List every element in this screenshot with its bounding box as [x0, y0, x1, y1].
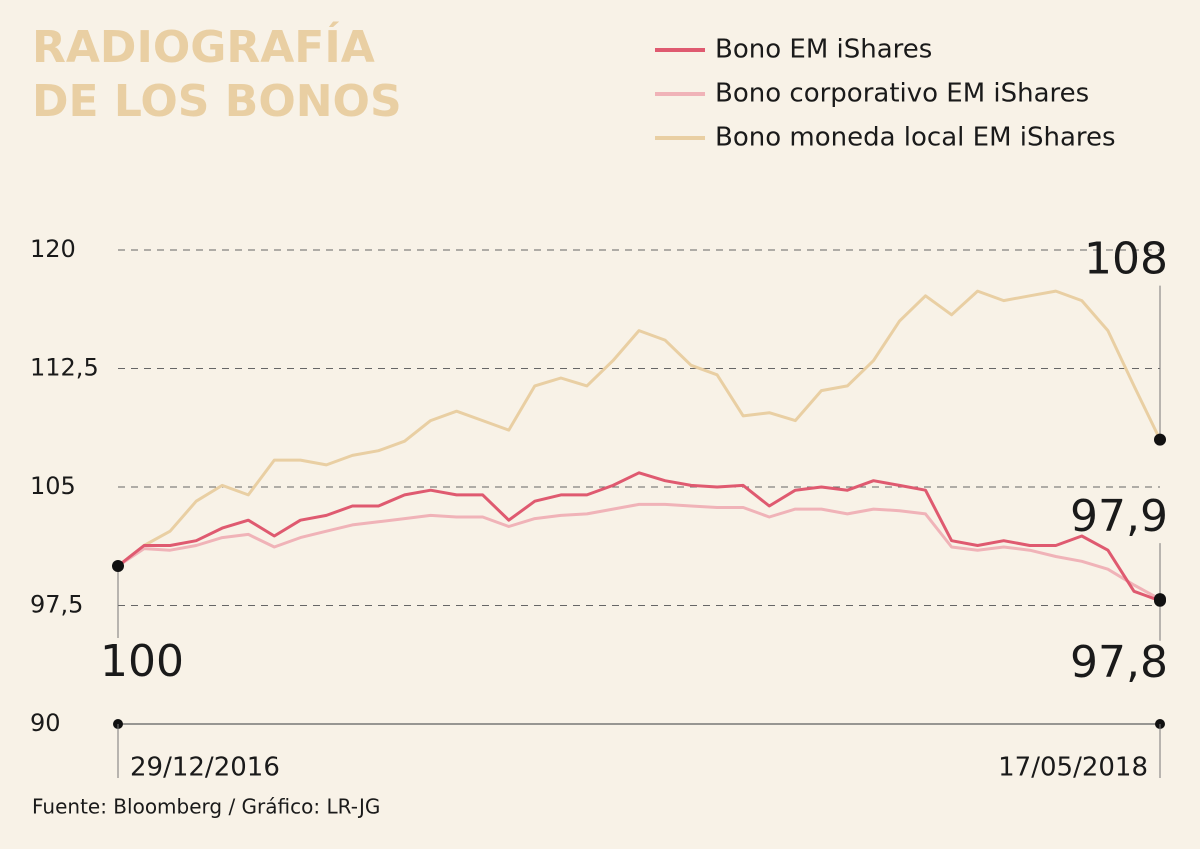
legend-label: Bono moneda local EM iShares: [715, 123, 1116, 153]
y-tick-label: 97,5: [30, 591, 83, 619]
legend-label: Bono corporativo EM iShares: [715, 79, 1089, 109]
y-tick-label: 105: [30, 472, 76, 500]
label-dot: [1154, 433, 1166, 446]
series-line: [117, 289, 1162, 568]
start-label: 100: [100, 636, 184, 687]
series-line: [117, 502, 1161, 601]
source: Fuente: Bloomberg / Gráfico: LR-JG: [32, 795, 380, 819]
end-label: 108: [1084, 234, 1168, 285]
end-label: 97,9: [1070, 491, 1168, 542]
label-dot: [1154, 594, 1166, 607]
x-tick-label: 29/12/2016: [130, 753, 280, 783]
series-line: [117, 471, 1161, 603]
chart-title: RADIOGRAFÍA: [32, 20, 375, 73]
label-dot: [112, 560, 124, 572]
x-tick-label: 17/05/2018: [998, 753, 1148, 783]
y-tick-label: 112,5: [30, 354, 99, 382]
y-tick-label: 90: [30, 709, 61, 737]
y-tick-label: 120: [30, 235, 76, 263]
chart-title: DE LOS BONOS: [32, 76, 402, 127]
legend-label: Bono EM iShares: [715, 35, 932, 65]
end-label: 97,8: [1070, 637, 1168, 688]
